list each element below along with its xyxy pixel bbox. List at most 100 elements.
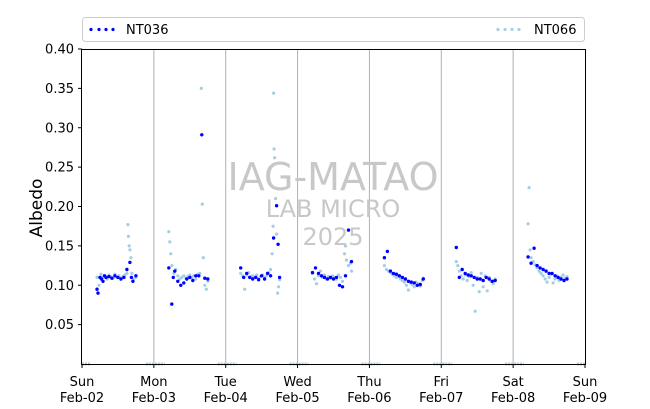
- x-tick-label-date: Feb-02: [60, 391, 104, 406]
- data-point: [204, 287, 208, 291]
- y-tick-label: 0.20: [45, 200, 74, 215]
- data-point: [493, 278, 497, 283]
- x-tick-label-date: Feb-03: [132, 391, 176, 406]
- data-point: [314, 282, 319, 286]
- data-point: [176, 279, 180, 283]
- data-point: [382, 256, 387, 260]
- data-point: [479, 271, 483, 275]
- data-point: [527, 186, 531, 190]
- data-point: [346, 264, 351, 268]
- legend: NT036 NT066: [82, 17, 585, 42]
- data-point: [275, 232, 279, 236]
- data-point: [125, 267, 129, 272]
- watermark: IAG-MATAO LAB MICRO 2025: [227, 155, 438, 251]
- data-point: [349, 269, 354, 273]
- y-axis-label: Albedo: [27, 179, 47, 238]
- data-point: [127, 244, 131, 248]
- data-point: [274, 204, 279, 208]
- watermark-line-1: IAG-MATAO: [227, 155, 438, 199]
- legend-label-nt066: NT066: [534, 23, 576, 38]
- data-point: [318, 269, 323, 273]
- data-point: [95, 287, 99, 291]
- data-point: [538, 266, 542, 270]
- data-point: [349, 259, 354, 264]
- data-point: [113, 274, 117, 278]
- data-point: [322, 275, 327, 280]
- data-point: [322, 273, 327, 277]
- vertical-gridlines: [153, 49, 514, 364]
- data-point: [168, 240, 172, 244]
- legend-dot: [111, 27, 115, 32]
- data-point: [173, 269, 177, 273]
- data-point: [337, 283, 342, 287]
- data-point: [188, 273, 192, 277]
- data-point: [485, 289, 489, 293]
- data-point: [338, 275, 343, 279]
- data-point: [191, 278, 195, 283]
- data-point: [385, 249, 390, 254]
- data-point: [129, 256, 133, 260]
- data-point: [119, 277, 123, 281]
- watermark-line-3: 2025: [302, 223, 363, 251]
- data-point: [346, 228, 351, 232]
- data-point: [107, 274, 111, 279]
- data-point: [199, 86, 203, 90]
- data-point: [239, 266, 243, 270]
- data-point: [475, 277, 479, 281]
- series-nt036: [95, 133, 569, 306]
- data-point: [256, 278, 261, 282]
- data-point: [561, 273, 565, 277]
- data-point: [313, 266, 318, 270]
- data-point: [343, 274, 348, 278]
- data-point: [116, 275, 120, 280]
- legend-dot: [503, 27, 507, 32]
- legend-dot: [97, 27, 101, 32]
- data-point: [104, 275, 108, 280]
- data-point: [171, 275, 175, 280]
- legend-dot: [517, 27, 521, 32]
- data-point: [490, 279, 494, 283]
- data-point: [271, 224, 275, 228]
- data-point: [203, 276, 207, 280]
- data-point: [454, 245, 458, 250]
- data-point: [197, 274, 201, 278]
- data-point: [456, 264, 460, 268]
- data-point: [254, 275, 258, 280]
- data-point: [201, 256, 205, 260]
- data-point: [477, 290, 481, 294]
- data-point: [465, 278, 469, 283]
- data-point: [129, 275, 134, 280]
- y-axis: 0.05 0.10 0.15 0.20 0.25 0.30 0.35 0.40: [45, 43, 82, 333]
- data-point: [461, 277, 465, 281]
- data-point: [388, 269, 393, 273]
- data-point: [481, 285, 485, 289]
- data-point: [272, 91, 276, 95]
- x-tick-label-day: Tue: [214, 375, 237, 390]
- data-point: [418, 282, 422, 287]
- data-point: [122, 275, 126, 280]
- data-point: [131, 279, 135, 283]
- data-point: [188, 275, 192, 280]
- data-point: [535, 263, 539, 268]
- data-point: [265, 271, 270, 276]
- data-point: [343, 244, 348, 248]
- data-point: [272, 147, 276, 151]
- data-point: [200, 133, 204, 137]
- data-point: [457, 269, 461, 273]
- data-point: [99, 272, 103, 276]
- data-point: [342, 252, 347, 256]
- data-point: [128, 248, 132, 252]
- data-point: [553, 274, 557, 278]
- data-point: [529, 261, 533, 265]
- legend-label-nt036: NT036: [126, 23, 168, 38]
- data-point: [547, 271, 551, 276]
- data-point: [545, 280, 549, 284]
- data-point: [397, 274, 402, 278]
- data-point: [194, 274, 198, 278]
- data-point: [239, 271, 243, 275]
- data-point: [274, 197, 278, 201]
- data-point: [532, 246, 536, 250]
- data-point: [551, 281, 555, 285]
- x-tick-label-day: Sat: [502, 375, 523, 390]
